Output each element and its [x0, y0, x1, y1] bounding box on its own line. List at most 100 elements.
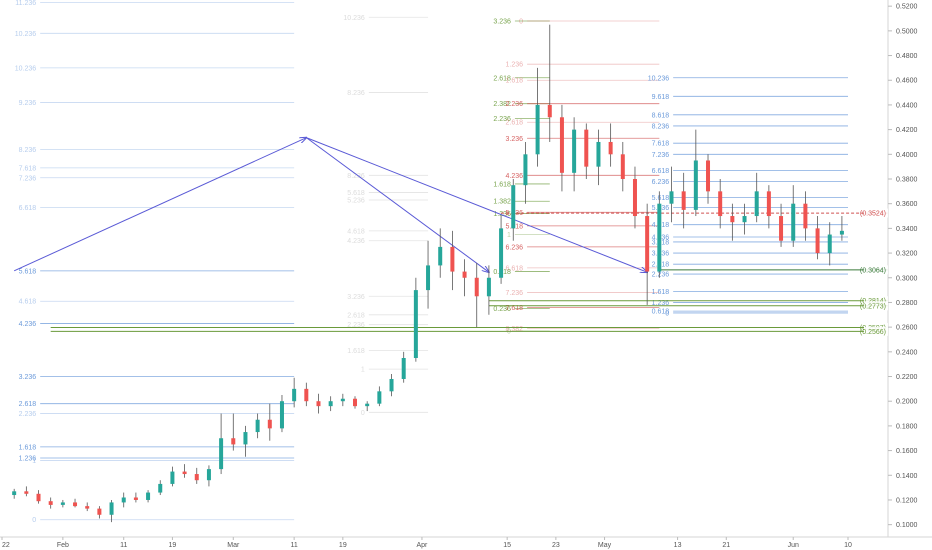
- fib-level-label: 1.618: [652, 289, 670, 296]
- fib-set-left-blue: 11.236 10.236 10.236 9.236 8.236 7.618 7.236 6.…: [15, 0, 295, 524]
- fib-level-label: 6.236: [652, 179, 670, 186]
- price-tag-background: [864, 265, 888, 275]
- price-tag-background: [864, 296, 888, 306]
- fib-level-label: 10.236: [343, 15, 365, 22]
- time-tick-label: 19: [169, 542, 177, 549]
- candle-body: [60, 502, 65, 505]
- price-tick-label: 0.4200: [896, 127, 918, 134]
- price-tick-label: 0.4000: [896, 152, 918, 159]
- fib-level-label: 2.618: [347, 312, 365, 319]
- fib-level-label: 1: [507, 232, 511, 239]
- candle-body: [462, 271, 467, 278]
- price-tick-label: 0.5200: [896, 4, 918, 11]
- candle-body: [754, 191, 759, 217]
- fib-level-label: 6.618: [652, 168, 670, 175]
- candle-body: [499, 228, 504, 278]
- fib-level-label: 7.236: [506, 290, 524, 297]
- fib-level-label: 2.236: [493, 116, 511, 123]
- fib-level-label: 1.236: [19, 455, 37, 462]
- candle-body: [377, 391, 382, 404]
- time-tick-label: Feb: [57, 542, 69, 549]
- fib-level-label: 7.236: [19, 175, 37, 182]
- time-axis[interactable]: 22 Feb 11 19 Mar 11 19 Apr 15 23 May 13 21 Jun 10: [0, 536, 932, 549]
- fib-level-label: 11.236: [15, 0, 36, 7]
- candle-body: [426, 265, 431, 291]
- fib-level-label: 8.236: [347, 90, 365, 97]
- candle-body: [158, 483, 163, 493]
- candle-body: [511, 185, 516, 229]
- fib-level-label: 4.236: [506, 173, 524, 180]
- price-tag-label: (0.2566): [860, 329, 886, 336]
- fib-level-label: 6.618: [506, 265, 524, 272]
- price-tick-label: 0.2400: [896, 349, 918, 356]
- candle-body: [170, 471, 175, 484]
- fib-level-label: 10.236: [15, 65, 37, 72]
- fib-level-label: 0: [507, 328, 511, 335]
- fib-level-label: 4.618: [19, 299, 37, 306]
- fib-level-label: 6.618: [19, 205, 37, 212]
- projection-line: [13, 138, 306, 272]
- candle-body: [645, 216, 650, 272]
- time-tick-label: 15: [503, 542, 511, 549]
- candle-body: [340, 398, 345, 402]
- price-tick-label: 0.3600: [896, 201, 918, 208]
- candle-body: [803, 203, 808, 229]
- price-tick-label: 0.5000: [896, 28, 918, 35]
- fib-level-label: 3.236: [506, 136, 524, 143]
- candle-body: [279, 401, 284, 429]
- candle-body: [718, 191, 723, 217]
- price-tick-label: 0.2200: [896, 374, 918, 381]
- candle-body: [620, 154, 625, 179]
- fib-level-label: 5.618: [19, 268, 37, 275]
- candle-body: [657, 203, 662, 272]
- fib-level-label: 8.236: [652, 123, 670, 130]
- candle-body: [304, 388, 309, 402]
- fib-level-label: 2.618: [493, 75, 511, 82]
- fib-level-label: 8.618: [652, 112, 670, 119]
- candle-body: [839, 230, 844, 235]
- fib-level-label: 1.618: [506, 78, 524, 85]
- candle-body: [706, 160, 711, 192]
- candle-body: [669, 191, 674, 204]
- fib-level-label: 2.618: [19, 401, 37, 408]
- candle-body: [255, 419, 260, 433]
- candle-body: [791, 203, 796, 241]
- candle-body: [766, 191, 771, 217]
- candle-body: [133, 497, 138, 500]
- fib-level-label: 1.618: [19, 444, 37, 451]
- candle-body: [572, 129, 577, 173]
- fib-level-label: 1: [361, 367, 365, 374]
- fib-level-label: 8.236: [347, 173, 365, 180]
- fib-level-label: 0.618: [652, 309, 670, 316]
- candle-body: [109, 502, 114, 515]
- fib-level-label: 1: [32, 458, 36, 465]
- price-tick-label: 0.4800: [896, 53, 918, 60]
- candle-body: [559, 117, 564, 173]
- fib-level-label: 4.236: [347, 238, 365, 245]
- candle-body: [73, 502, 78, 507]
- horizontal-ray-layer: [50, 212, 888, 332]
- fib-level-label: 1.236: [652, 300, 670, 307]
- candle-body: [474, 277, 479, 297]
- fib-level-label: 3.236: [493, 18, 511, 25]
- price-tick-label: 0.2000: [896, 399, 918, 406]
- fib-level-label: 10.236: [648, 75, 670, 82]
- price-tick-label: 0.4600: [896, 78, 918, 85]
- fib-level-label: 0.236: [493, 306, 511, 313]
- candle-body: [48, 501, 53, 505]
- candle-body: [36, 493, 41, 502]
- fib-level-label: 2.236: [347, 322, 365, 329]
- time-tick-label: Jun: [788, 542, 799, 549]
- price-tick-label: 0.1000: [896, 522, 918, 529]
- candle-body: [231, 438, 236, 445]
- fib-level-label: 0: [665, 310, 669, 317]
- fib-level-label: 5.618: [347, 190, 365, 197]
- projection-line-layer: [13, 138, 647, 273]
- candle-body: [681, 191, 686, 210]
- candle-body: [24, 491, 29, 494]
- fib-level-label: 7.236: [652, 152, 670, 159]
- fib-level-label: 3.236: [347, 294, 365, 301]
- candle-body: [267, 419, 272, 429]
